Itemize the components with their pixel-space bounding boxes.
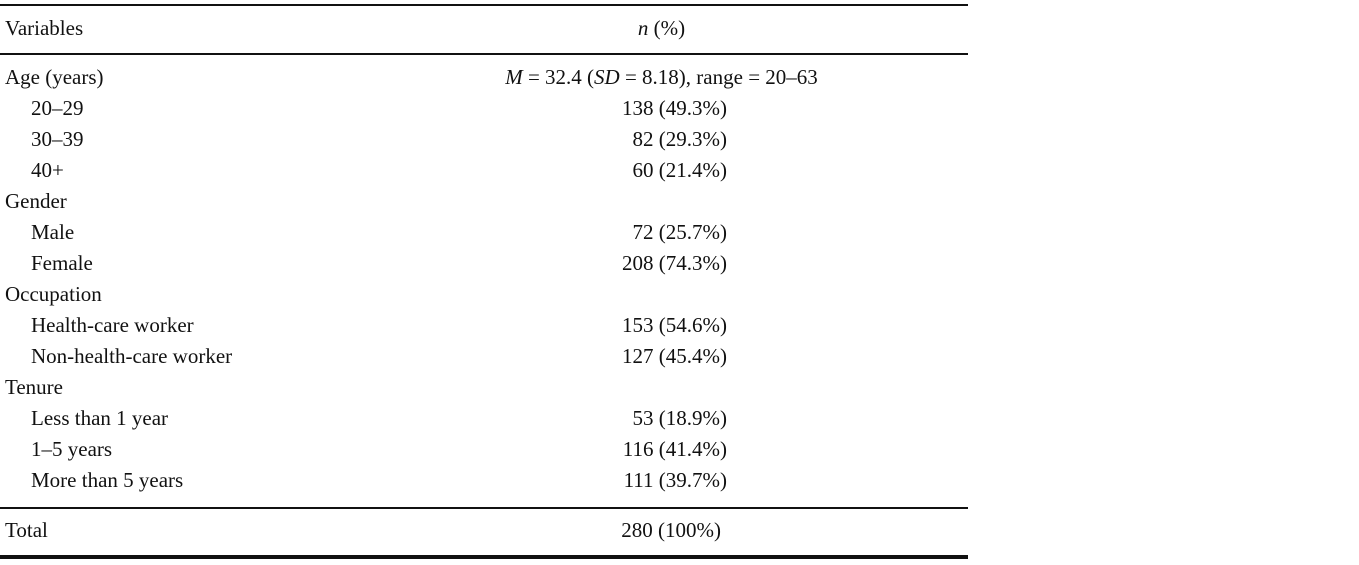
text-run: n xyxy=(637,16,649,40)
total-value: 280 (100%) xyxy=(621,518,721,542)
header-value: n (%) xyxy=(355,16,968,40)
row-label: 30–39 xyxy=(31,127,84,151)
row-value: 116 (41.4%) xyxy=(622,437,727,461)
text-run: (%) xyxy=(648,16,686,40)
total-label: Total xyxy=(5,518,48,542)
text-run: = 32.4 ( xyxy=(522,65,595,89)
row-value: 153 (54.6%) xyxy=(622,313,727,337)
text-run: SD xyxy=(594,65,620,89)
row-value: 60 (21.4%) xyxy=(632,158,727,182)
group-summary: M = 32.4 (SD = 8.18), range = 20–63 xyxy=(355,65,968,89)
row-label: 40+ xyxy=(31,158,64,182)
row-label: 1–5 years xyxy=(31,437,113,461)
group-label: Tenure xyxy=(5,375,63,399)
row-value: 138 (49.3%) xyxy=(622,96,727,120)
row-value: 111 (39.7%) xyxy=(623,468,727,492)
bottom-rule xyxy=(0,555,968,559)
group-label: Gender xyxy=(5,189,67,213)
group-label: Age (years) xyxy=(5,65,104,89)
row-value: 82 (29.3%) xyxy=(632,127,727,151)
row-label: More than 5 years xyxy=(31,468,184,492)
top-rule xyxy=(0,4,968,6)
row-value: 208 (74.3%) xyxy=(622,251,727,275)
row-value: 127 (45.4%) xyxy=(622,344,727,368)
row-label: Less than 1 year xyxy=(31,406,169,430)
group-label: Occupation xyxy=(5,282,102,306)
row-label: Health-care worker xyxy=(31,313,194,337)
row-value: 53 (18.9%) xyxy=(632,406,727,430)
text-run: M xyxy=(505,65,523,89)
row-label: 20–29 xyxy=(31,96,84,120)
row-value: 72 (25.7%) xyxy=(632,220,727,244)
total-rule xyxy=(0,507,968,509)
text-run: = 8.18), range = 20–63 xyxy=(619,65,818,89)
header-variable: Variables xyxy=(5,16,84,40)
header-rule xyxy=(0,53,968,55)
row-label: Female xyxy=(31,251,93,275)
row-label: Non-health-care worker xyxy=(31,344,233,368)
row-label: Male xyxy=(31,220,75,244)
